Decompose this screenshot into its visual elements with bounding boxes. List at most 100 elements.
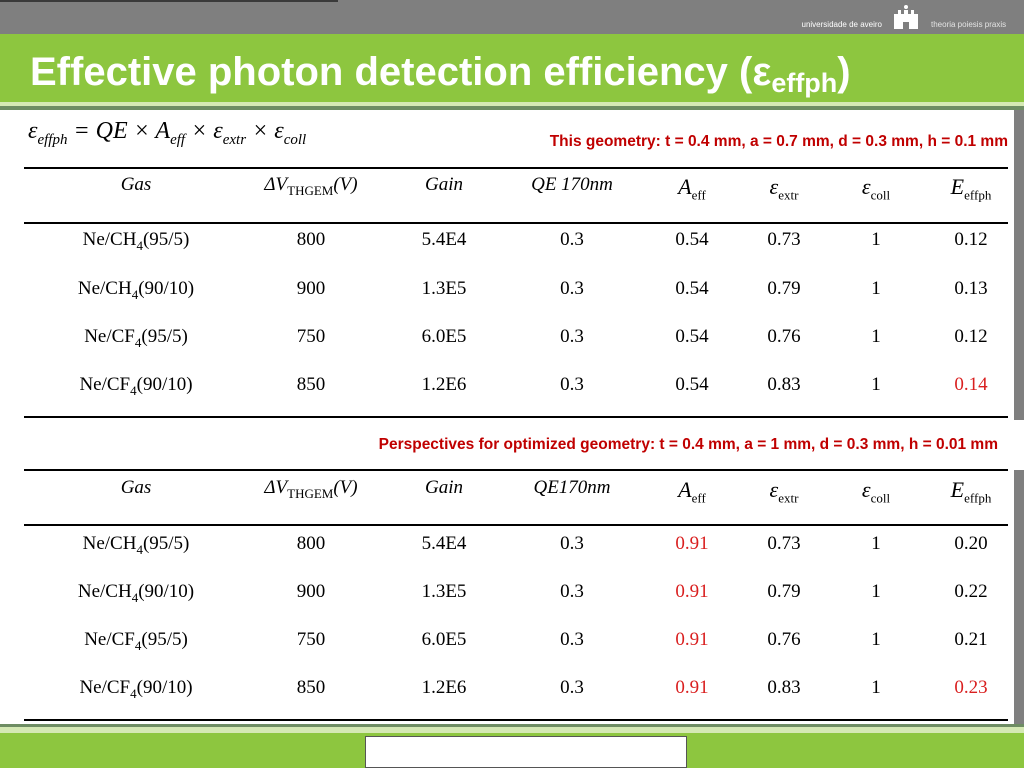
col-header-aeff-sub: eff [691, 490, 706, 506]
col-header-gain: Gain [344, 477, 544, 499]
col-header-aeff-text: A [678, 174, 692, 199]
col-header-gain-text: Gain [425, 174, 463, 195]
cell-coll: 1 [871, 374, 881, 395]
cell-gain: 6.0E5 [421, 629, 467, 650]
table2-header-rule [24, 524, 1008, 526]
cell-extr: 0.79 [767, 581, 801, 602]
footer-box [365, 736, 687, 768]
gas-subscript: 4 [136, 541, 143, 557]
col-header-coll-sub: coll [870, 490, 891, 506]
title-stripe-dark [0, 106, 1024, 110]
cell-gas: Ne/CF4(95/5) [36, 629, 236, 654]
col-header-effph: Eeffph [871, 477, 1024, 506]
formula-coll: × ε [246, 118, 284, 144]
cell-gain: 5.4E4 [421, 229, 467, 250]
cell-extr: 0.73 [767, 533, 801, 554]
cell-coll: 1 [871, 677, 881, 698]
title-stripe-light [0, 102, 1024, 106]
cell-qe: 0.3 [560, 229, 584, 250]
cell-extr: 0.76 [767, 326, 801, 347]
cell-gain: 1.3E5 [421, 278, 467, 299]
formula-extr-sub: extr [222, 131, 247, 148]
university-motto: theoria poiesis praxis [931, 20, 1007, 29]
cell-gain: 1.2E6 [421, 677, 467, 698]
formula-qe-a: = QE × A [67, 118, 171, 144]
table1-header-rule [24, 222, 1008, 224]
cell-dv: 850 [296, 677, 326, 698]
top-accent-line [0, 0, 338, 2]
formula-epsilon-sub: effph [37, 131, 68, 148]
col-header-aeff-sub: eff [691, 187, 706, 203]
gas-ratio: (90/10) [138, 581, 195, 602]
cell-qe: 0.3 [560, 629, 584, 650]
col-header-dv-text: ΔV [264, 174, 288, 195]
col-header-qe: QE 170nm [472, 174, 672, 196]
title-close: ) [837, 50, 851, 94]
slide-title: Effective photon detection efficiency (ε… [30, 50, 851, 99]
gas-subscript: 4 [130, 685, 137, 701]
gas-subscript: 4 [136, 237, 143, 253]
gas-subscript: 4 [134, 334, 142, 350]
col-header-effph-text: E [950, 477, 965, 502]
table1-bottom-rule [24, 416, 1008, 418]
title-subscript: effph [771, 68, 838, 98]
cell-qe: 0.3 [560, 581, 584, 602]
cell-coll: 1 [871, 533, 881, 554]
cell-extr: 0.79 [767, 278, 801, 299]
right-edge-bar-top [1014, 110, 1024, 420]
optimized-geometry-note: Perspectives for optimized geometry: t =… [378, 436, 998, 453]
cell-effph: 0.21 [954, 629, 988, 650]
cell-gas: Ne/CF4(90/10) [36, 374, 236, 399]
col-header-effph-sub: effph [964, 490, 992, 506]
cell-effph: 0.12 [954, 326, 988, 347]
gas-subscript: 4 [131, 286, 139, 302]
col-header-dv: ΔVTHGEM(V) [211, 477, 411, 502]
title-bar [0, 34, 1024, 102]
gas-ratio: (95/5) [141, 326, 188, 347]
cell-effph: 0.23 [954, 677, 988, 698]
cell-aeff: 0.54 [675, 374, 709, 395]
gas-name: Ne/CH [77, 278, 132, 299]
col-header-coll: εcoll [776, 174, 976, 203]
col-header-qe-text: QE 170nm [531, 174, 613, 195]
gas-name: Ne/CF [79, 374, 131, 395]
cell-aeff: 0.54 [675, 326, 709, 347]
cell-dv: 750 [296, 629, 326, 650]
col-header-extr: εextr [684, 477, 884, 506]
cell-effph: 0.22 [954, 581, 988, 602]
col-header-aeff: Aeff [592, 477, 792, 506]
university-name: universidade de aveiro [801, 20, 883, 29]
col-header-coll-text: ε [861, 477, 871, 502]
gas-subscript: 4 [131, 589, 139, 605]
col-header-dv-sub: THGEM [287, 182, 334, 198]
col-header-gain: Gain [344, 174, 544, 196]
gas-subscript: 4 [134, 637, 142, 653]
col-header-coll-sub: coll [870, 187, 891, 203]
castle-icon [890, 2, 922, 32]
cell-coll: 1 [871, 326, 881, 347]
formula-epsilon: ε [28, 118, 38, 144]
col-header-extr-sub: extr [778, 187, 799, 203]
top-header-bar [0, 0, 1024, 34]
gas-subscript: 4 [130, 382, 137, 398]
cell-dv: 850 [296, 374, 326, 395]
cell-coll: 1 [871, 229, 881, 250]
col-header-extr-text: ε [769, 477, 779, 502]
cell-effph: 0.20 [954, 533, 988, 554]
cell-gain: 1.3E5 [421, 581, 467, 602]
gas-ratio: (95/5) [142, 533, 190, 554]
gas-name: Ne/CH [77, 581, 132, 602]
footer-stripe-dark [0, 724, 1024, 727]
gas-ratio: (95/5) [141, 629, 188, 650]
col-header-gain-text: Gain [425, 477, 463, 498]
cell-dv: 800 [296, 533, 326, 554]
gas-ratio: (90/10) [138, 278, 195, 299]
formula-extr: × ε [185, 118, 223, 144]
col-header-gas-text: Gas [120, 174, 152, 195]
col-header-effph: Eeffph [871, 174, 1024, 203]
cell-aeff: 0.91 [675, 629, 709, 650]
cell-coll: 1 [871, 278, 881, 299]
col-header-gas: Gas [36, 174, 236, 196]
right-edge-bar-bottom [1014, 470, 1024, 724]
cell-extr: 0.83 [767, 374, 801, 395]
